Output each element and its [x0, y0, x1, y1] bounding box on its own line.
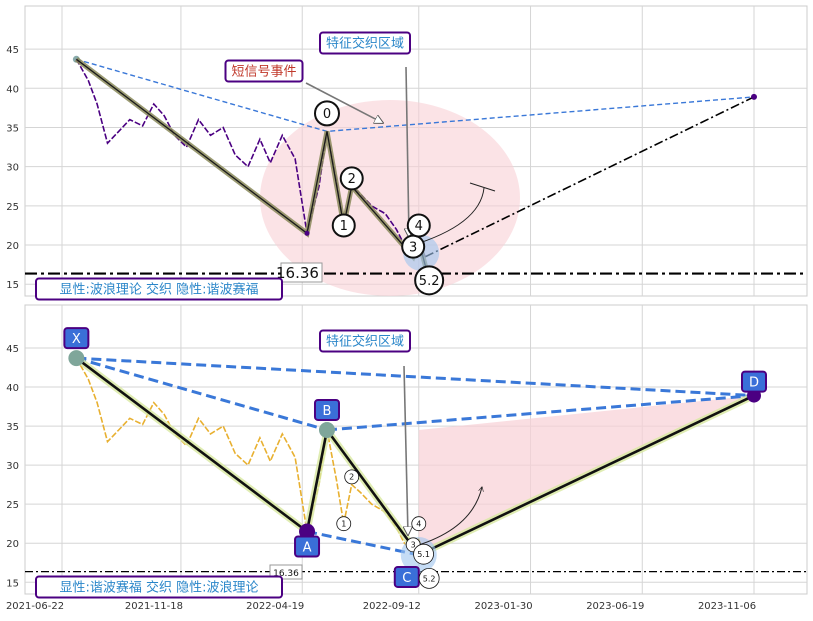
wave-label-circle — [411, 516, 427, 532]
signal-title-box — [224, 59, 304, 83]
point-x-marker — [68, 350, 85, 367]
projection-line — [424, 96, 755, 258]
harmonic-dashed-BD — [326, 394, 755, 432]
harmonic-dashed-XB — [75, 356, 328, 432]
curve-arrow — [411, 487, 482, 548]
curve-arrow-tick — [469, 182, 496, 192]
wave-label-circle — [331, 213, 356, 238]
y-tick-label: 20 — [6, 539, 19, 550]
wave-low-marker — [304, 230, 310, 236]
end-marker — [751, 93, 757, 100]
region-title: 特征交织区域 — [326, 334, 404, 350]
x-tick-label: 2022-09-12 — [363, 601, 421, 612]
region-title: 特征交织区域 — [326, 36, 404, 52]
wave-label-4: 4 — [416, 520, 421, 529]
y-tick-label: 25 — [6, 202, 19, 213]
curve-arrow — [409, 187, 485, 247]
mode-label: 显性:谐波赛福 交织 隐性:波浪理论 — [59, 580, 258, 596]
wave-label-0: 0 — [323, 107, 331, 122]
wave-label-circle — [336, 516, 352, 532]
y-tick-label: 30 — [6, 461, 19, 472]
point-badge-box — [741, 370, 767, 393]
point-badge-box — [294, 535, 321, 558]
x-tick-label: 2021-06-22 — [6, 601, 64, 612]
point-badge-C: C — [402, 571, 411, 586]
bottom-panel: 15 20 25 30 35 40 45 X A B C D 1 2 3 4 5.1 5.2 16.36 特征交织区域… — [6, 304, 808, 612]
point-badge-box — [63, 327, 90, 350]
wave-label-2: 2 — [348, 172, 356, 187]
wave-label-circle — [414, 265, 445, 296]
point-badge-D: D — [749, 376, 759, 391]
wave-label-5.2: 5.2 — [423, 574, 436, 583]
signal-title: 短信号事件 — [231, 65, 296, 80]
price-line — [75, 357, 426, 556]
threshold-tag: 16.36 — [276, 264, 319, 282]
point-b-marker — [318, 421, 335, 438]
wave-label-circle — [418, 567, 440, 589]
point-badge-A: A — [303, 541, 312, 556]
threshold-tag: 16.36 — [273, 569, 299, 579]
wave-label-1: 1 — [340, 219, 348, 234]
top-panel: 15 20 25 30 35 40 45 0 1 2 3 4 5.2 16.36 特征交织区域短信号事件显性… — [6, 5, 808, 301]
point-badge-box — [393, 565, 420, 588]
mode-label-box — [35, 575, 283, 599]
point-badge-B: B — [323, 404, 332, 419]
y-tick-label: 30 — [6, 163, 19, 174]
wave-label-circle — [339, 166, 364, 191]
y-tick-label: 20 — [6, 241, 19, 252]
wave-label-circle — [313, 100, 340, 127]
wave-label-5.2: 5.2 — [419, 274, 440, 289]
threshold-tag-box — [280, 262, 323, 283]
region-arrow-bottom — [404, 365, 408, 535]
wave-label-4: 4 — [415, 219, 423, 234]
x-tick-label: 2022-04-19 — [246, 601, 304, 612]
y-tick-label: 45 — [6, 344, 19, 355]
wave-label-circle — [406, 213, 431, 238]
y-tick-label: 40 — [6, 383, 19, 394]
mode-label: 显性:波浪理论 交织 隐性:谐波赛福 — [59, 282, 258, 298]
x-tick-label: 2023-01-30 — [474, 601, 532, 612]
harmonic-dashed-AC — [306, 530, 420, 557]
price-line — [75, 58, 426, 258]
wave-label-1: 1 — [341, 520, 346, 529]
wave-label-2: 2 — [349, 473, 354, 482]
wave-label-3: 3 — [411, 541, 416, 550]
point-badge-box — [313, 398, 340, 421]
region-title-box — [319, 31, 411, 55]
x-tick-label: 2021-11-18 — [125, 601, 183, 612]
signal-arrow — [305, 82, 383, 123]
wave-label-circle — [344, 469, 360, 485]
region-title-box — [319, 329, 411, 353]
x-tick-label: 2023-06-19 — [586, 601, 644, 612]
y-tick-label: 15 — [6, 578, 19, 589]
wave-label-3: 3 — [409, 240, 417, 255]
y-tick-label: 15 — [6, 280, 19, 291]
harmonic-dashed-XD — [76, 356, 755, 398]
y-tick-label: 45 — [6, 45, 19, 56]
wave-label-5.1: 5.1 — [417, 550, 430, 559]
wave-label-circle — [413, 543, 434, 565]
region-arrow-top — [406, 66, 409, 237]
mode-label-box — [35, 277, 283, 301]
y-tick-label: 35 — [6, 422, 19, 433]
y-tick-label: 25 — [6, 500, 19, 511]
point-badge-X: X — [72, 332, 81, 347]
y-tick-label: 35 — [6, 123, 19, 134]
x-tick-label: 2023-11-06 — [698, 601, 756, 612]
y-tick-label: 40 — [6, 84, 19, 95]
